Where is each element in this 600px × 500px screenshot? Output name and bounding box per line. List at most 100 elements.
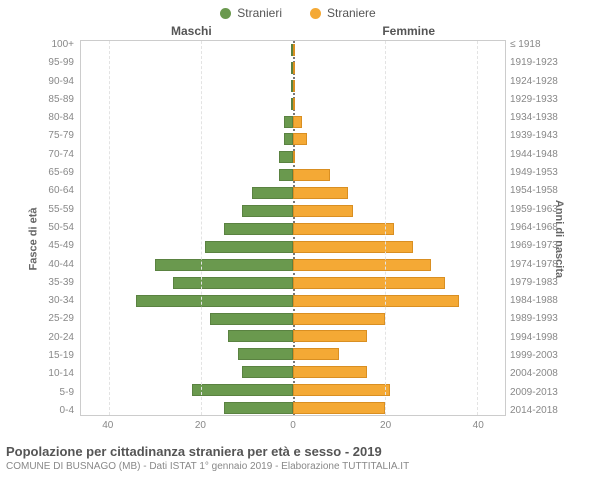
legend-male: Stranieri [220, 6, 282, 20]
age-label: 75-79 [30, 131, 74, 141]
bar-female [293, 62, 295, 74]
bar-row [81, 205, 505, 217]
bar-female [293, 384, 390, 396]
bar-female [293, 295, 459, 307]
bar-male [279, 169, 293, 181]
plot-area: Fasce di età Anni di nascita 100+95-9990… [6, 40, 590, 438]
age-label: 5-9 [30, 388, 74, 398]
bar-female [293, 80, 295, 92]
year-label: 1959-1963 [510, 205, 572, 215]
male-swatch-icon [220, 8, 231, 19]
bar-row [81, 62, 505, 74]
bar-female [293, 259, 431, 271]
bar-row [81, 259, 505, 271]
bar-row [81, 133, 505, 145]
gridline [385, 41, 386, 415]
bar-male [279, 151, 293, 163]
bar-male [192, 384, 293, 396]
female-swatch-icon [310, 8, 321, 19]
gender-headers: Maschi Femmine [6, 24, 590, 40]
bar-row [81, 313, 505, 325]
bar-female [293, 402, 385, 414]
bar-row [81, 384, 505, 396]
year-label: 1919-1923 [510, 58, 572, 68]
bar-female [293, 205, 353, 217]
bar-male [228, 330, 293, 342]
x-tick-label: 0 [290, 420, 296, 431]
bar-row [81, 277, 505, 289]
year-label: 1939-1943 [510, 131, 572, 141]
chart-footer: Popolazione per cittadinanza straniera p… [6, 444, 590, 472]
bar-male [284, 116, 293, 128]
year-label: 1929-1933 [510, 95, 572, 105]
age-label: 0-4 [30, 406, 74, 416]
x-tick-label: 40 [473, 420, 484, 431]
bar-male [238, 348, 293, 360]
bar-row [81, 151, 505, 163]
bar-female [293, 313, 385, 325]
year-label: 1979-1983 [510, 278, 572, 288]
bar-female [293, 169, 330, 181]
bar-female [293, 366, 367, 378]
age-label: 55-59 [30, 205, 74, 215]
age-label: 15-19 [30, 351, 74, 361]
age-label: 95-99 [30, 58, 74, 68]
year-label: 1934-1938 [510, 113, 572, 123]
header-male: Maschi [171, 24, 212, 38]
year-label: 1954-1958 [510, 186, 572, 196]
year-label: 1949-1953 [510, 168, 572, 178]
x-tick-label: 20 [380, 420, 391, 431]
legend: Stranieri Straniere [6, 6, 590, 20]
year-label: 1999-2003 [510, 351, 572, 361]
year-label: 1924-1928 [510, 77, 572, 87]
age-label: 100+ [30, 40, 74, 50]
bar-male [173, 277, 293, 289]
bars-area [80, 40, 506, 416]
age-label: 10-14 [30, 369, 74, 379]
bar-male [210, 313, 293, 325]
x-tick-label: 40 [102, 420, 113, 431]
bar-female [293, 277, 445, 289]
gridline [201, 41, 202, 415]
year-label: 1964-1968 [510, 223, 572, 233]
year-label: 1969-1973 [510, 241, 572, 251]
age-label: 70-74 [30, 150, 74, 160]
bar-male [224, 402, 293, 414]
year-label: 1984-1988 [510, 296, 572, 306]
year-label: 2009-2013 [510, 388, 572, 398]
x-axis: 402002040 [80, 420, 506, 438]
bar-female [293, 223, 394, 235]
bar-row [81, 330, 505, 342]
chart-subtitle: COMUNE DI BUSNAGO (MB) - Dati ISTAT 1° g… [6, 461, 590, 472]
bar-male [284, 133, 293, 145]
bar-female [293, 187, 348, 199]
bar-male [252, 187, 293, 199]
bar-male [242, 205, 293, 217]
age-label: 35-39 [30, 278, 74, 288]
age-label: 45-49 [30, 241, 74, 251]
legend-male-label: Stranieri [237, 6, 282, 20]
bar-male [155, 259, 293, 271]
year-label: 1944-1948 [510, 150, 572, 160]
age-label: 20-24 [30, 333, 74, 343]
bar-female [293, 241, 413, 253]
bar-female [293, 44, 295, 56]
bar-male [136, 295, 293, 307]
bar-row [81, 169, 505, 181]
bar-row [81, 402, 505, 414]
bar-row [81, 241, 505, 253]
population-pyramid-chart: Stranieri Straniere Maschi Femmine Fasce… [0, 0, 600, 500]
year-label: ≤ 1918 [510, 40, 572, 50]
age-label: 85-89 [30, 95, 74, 105]
bar-row [81, 98, 505, 110]
bar-row [81, 366, 505, 378]
year-label: 1994-1998 [510, 333, 572, 343]
year-label: 1989-1993 [510, 314, 572, 324]
legend-female-label: Straniere [327, 6, 376, 20]
bar-male [224, 223, 293, 235]
bar-female [293, 98, 295, 110]
bar-female [293, 133, 307, 145]
age-label: 30-34 [30, 296, 74, 306]
y-axis-age-labels: 100+95-9990-9485-8980-8475-7970-7465-696… [30, 40, 74, 416]
bar-row [81, 223, 505, 235]
